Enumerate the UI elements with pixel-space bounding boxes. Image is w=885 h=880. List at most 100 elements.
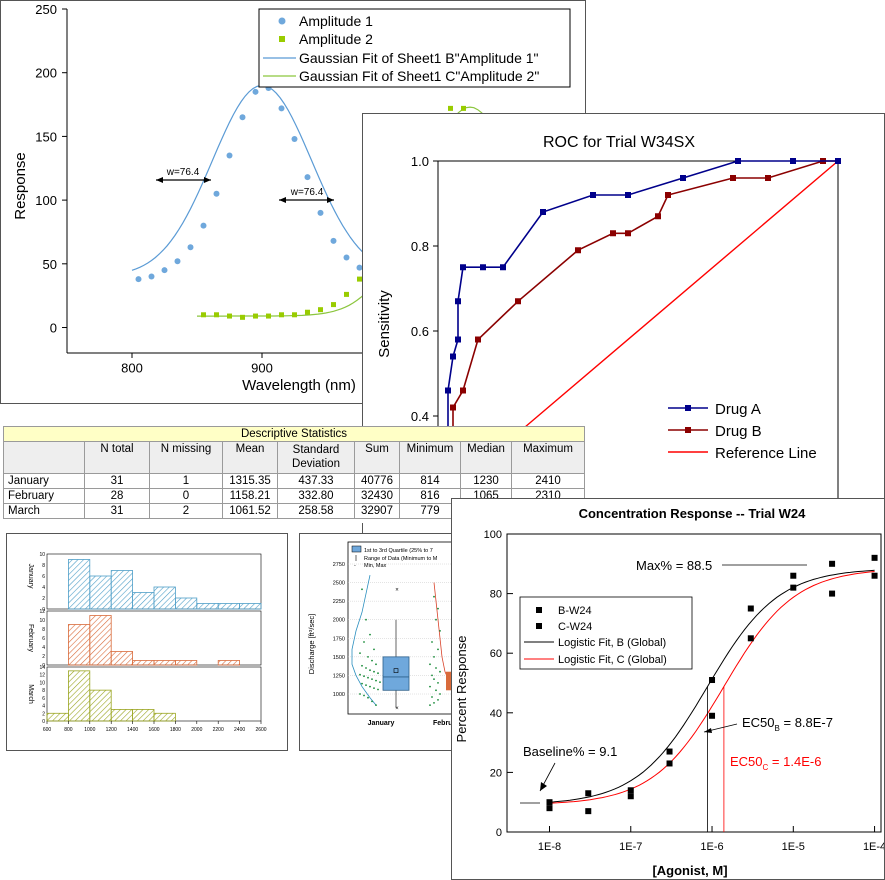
data-point-january [365, 618, 367, 621]
roc-point-drug-b [450, 404, 456, 411]
histogram-bar [110, 709, 133, 722]
histogram-bar [153, 712, 176, 722]
roc-point-drug-a [480, 264, 486, 271]
data-point-february [431, 674, 433, 677]
data-point-february [439, 670, 441, 673]
column-header: Mean [222, 441, 278, 474]
data-point-amplitude-2 [253, 313, 258, 319]
fit-line-c [549, 571, 875, 804]
table-cell: 1061.52 [222, 503, 278, 519]
x-label-january: January [368, 720, 395, 727]
table-cell: 32907 [354, 503, 400, 519]
data-point-b [627, 787, 634, 794]
descriptive-statistics-table: Descriptive Statistics N total N missing… [3, 426, 585, 519]
y-tick-label: 0 [50, 321, 57, 336]
data-point-february [433, 702, 435, 704]
table-row: January 31 1 1315.35 437.33 40776 814 12… [3, 473, 585, 489]
data-point-january [369, 669, 371, 672]
data-point-amplitude-2 [461, 105, 466, 111]
x-tick-label: 600 [43, 727, 52, 733]
table-cell: 1 [149, 473, 223, 489]
data-point-amplitude-2 [227, 313, 232, 319]
x-tick-label: 900 [251, 361, 273, 376]
y-tick-label: 2500 [333, 581, 345, 587]
table-cell: 2410 [511, 473, 585, 489]
roc-point-drug-a [735, 158, 741, 164]
histogram-bar [153, 586, 176, 610]
histogram-bar [68, 624, 91, 666]
distribution-curve-january [351, 575, 377, 706]
y-tick-label: 100 [484, 529, 502, 541]
y-tick-label: 10 [39, 552, 45, 558]
y-tick-label: 1000 [333, 692, 345, 698]
annotation-baseline: Baseline% = 9.1 [523, 744, 617, 759]
width-marker-2: w=76.4 [279, 187, 334, 203]
roc-point-drug-a [790, 158, 796, 164]
data-point-amplitude-2 [214, 312, 219, 318]
y-tick-label: 60 [490, 648, 502, 660]
legend: Amplitude 1 Amplitude 2 Gaussian Fit of … [258, 8, 571, 88]
x-tick-label: 1E-5 [782, 841, 805, 853]
roc-point-drug-a [540, 209, 546, 215]
roc-point-drug-b [475, 336, 481, 343]
y-tick-label: 2250 [333, 599, 345, 605]
y-tick-label: 6 [42, 696, 45, 702]
table-cell: 40776 [354, 473, 400, 489]
legend-label-b: B-W24 [558, 605, 592, 617]
data-point-amplitude-2 [305, 309, 310, 315]
y-tick-label: 12 [39, 609, 45, 615]
table-cell: 32430 [354, 488, 400, 504]
x-tick-label: 1E-6 [700, 841, 723, 853]
table-cell: 2 [149, 503, 223, 519]
histogram-bar [46, 712, 69, 722]
data-point-c [747, 635, 754, 642]
y-tick-label: 2 [42, 654, 45, 660]
data-point-january [359, 673, 361, 676]
data-point-amplitude-2 [318, 307, 323, 313]
annotation-ec50-c: EC50C = 1.4E-6 [730, 754, 821, 772]
legend-label-minmax: Min, Max [364, 563, 387, 569]
data-point-amplitude-1 [356, 264, 363, 271]
data-point-amplitude-1 [174, 258, 181, 265]
width-label-2: w=76.4 [290, 187, 324, 198]
stats-panel: Descriptive Statistics N total N missing… [3, 426, 585, 523]
x-tick-label: 2000 [191, 727, 202, 733]
column-header: Minimum [399, 441, 461, 474]
y-tick-label: 14 [39, 665, 45, 671]
data-point-amplitude-2 [201, 312, 206, 318]
data-point-february [431, 641, 433, 643]
y-tick-label: 1500 [333, 655, 345, 661]
data-point-amplitude-1 [161, 267, 168, 274]
data-point-amplitude-1 [226, 152, 233, 159]
y-tick-label: 4 [42, 704, 45, 710]
min-marker: × [395, 706, 399, 712]
data-point-february [437, 648, 439, 651]
legend-label-fit-1: Gaussian Fit of Sheet1 B"Amplitude 1" [299, 50, 539, 66]
y-tick-label: 20 [490, 767, 502, 779]
x-tick-label: 800 [64, 727, 73, 733]
data-point-b [546, 799, 553, 806]
table-cell: 0 [149, 488, 223, 504]
data-point-january [359, 652, 361, 654]
x-tick-label: 1E-4 [863, 841, 885, 853]
y-tick-label: 0.6 [411, 324, 429, 339]
data-point-january [367, 696, 369, 699]
table-cell: 437.33 [277, 473, 355, 489]
boxplot-panel: 1000 1250 1500 1750 2000 2250 2500 2750 1st to … [299, 533, 459, 751]
data-point-february [437, 607, 439, 610]
table-cell: 779 [399, 503, 461, 519]
roc-point-drug-a [590, 192, 596, 198]
x-tick-label: 2600 [255, 727, 266, 733]
table-cell: 31 [84, 503, 150, 519]
data-point-b [709, 677, 716, 684]
x-tick-label: 800 [121, 361, 143, 376]
data-point-b [829, 560, 836, 567]
roc-point-drug-b [655, 213, 661, 220]
y-tick-label: 150 [35, 129, 57, 144]
max-marker: × [395, 587, 399, 593]
legend-label-quartile: 1st to 3rd Quartile (25% to 7 [364, 548, 433, 554]
legend-label-amplitude-1: Amplitude 1 [299, 13, 373, 29]
data-point-amplitude-2 [331, 302, 336, 308]
histogram-bar [174, 597, 198, 610]
roc-point-drug-b [730, 175, 736, 181]
